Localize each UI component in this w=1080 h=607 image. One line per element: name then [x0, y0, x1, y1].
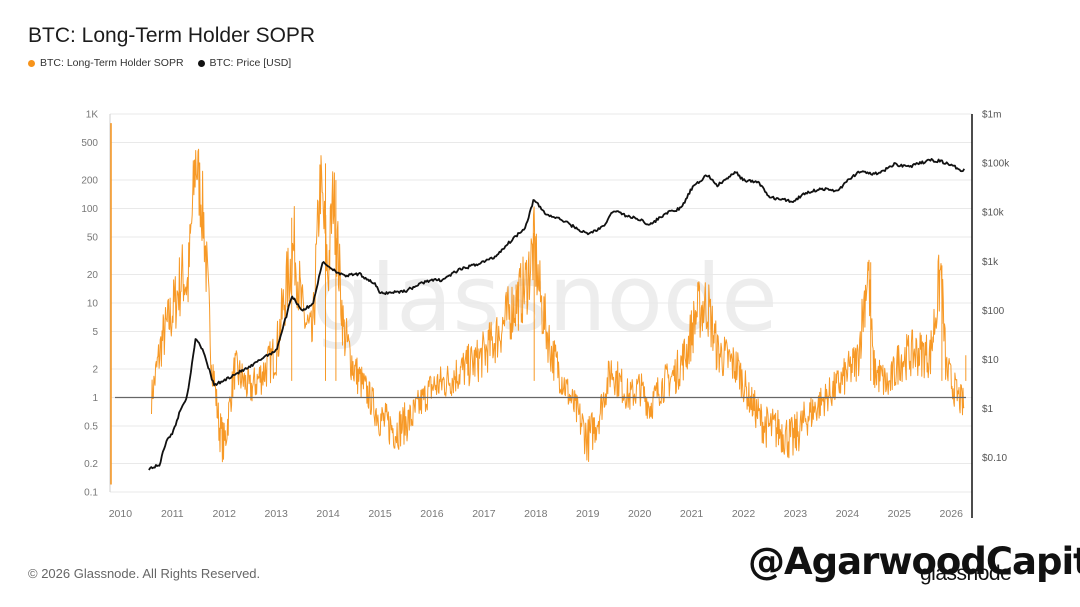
right-tick-label: $100 [982, 306, 1005, 317]
left-tick-label: 50 [87, 232, 99, 243]
x-tick-label: 2026 [940, 508, 964, 520]
left-tick-label: 5 [92, 327, 98, 338]
legend-price-label: BTC: Price [USD] [209, 57, 292, 69]
right-tick-label: $1 [982, 404, 994, 415]
x-tick-label: 2013 [264, 508, 288, 520]
left-tick-label: 1K [86, 110, 99, 121]
right-tick-label: $1m [982, 110, 1001, 121]
x-tick-label: 2018 [524, 508, 548, 520]
agarwood-overlay-text: @AgarwoodCapital [748, 540, 1080, 583]
legend-sopr-label: BTC: Long-Term Holder SOPR [40, 57, 184, 69]
x-tick-label: 2022 [732, 508, 756, 520]
right-tick-label: $0.10 [982, 453, 1007, 464]
x-tick-label: 2012 [213, 508, 237, 520]
left-tick-label: 2 [92, 365, 98, 376]
series-price-line [148, 158, 965, 471]
x-tick-label: 2020 [628, 508, 652, 520]
x-tick-label: 2024 [836, 508, 860, 520]
x-tick-label: 2016 [420, 508, 444, 520]
left-tick-label: 0.1 [84, 488, 98, 499]
x-tick-label: 2023 [784, 508, 808, 520]
x-tick-label: 2021 [680, 508, 704, 520]
x-tick-label: 2010 [109, 508, 133, 520]
copyright-notice: © 2026 Glassnode. All Rights Reserved. [28, 566, 261, 581]
left-tick-label: 1 [92, 393, 98, 404]
left-tick-label: 500 [81, 138, 98, 149]
glassnode-brand: glassnode [920, 562, 1012, 585]
right-tick-label: $100k [982, 159, 1010, 170]
x-tick-label: 2011 [161, 508, 184, 520]
right-tick-label: $1k [982, 257, 999, 268]
x-tick-label: 2017 [472, 508, 496, 520]
legend-price-swatch [197, 59, 205, 67]
right-tick-label: $10 [982, 355, 999, 366]
chart-legend: BTC: Long-Term Holder SOPR BTC: Price [U… [28, 57, 291, 69]
x-tick-label: 2019 [576, 508, 600, 520]
legend-item-price[interactable]: BTC: Price [USD] [197, 57, 292, 69]
chart-title: BTC: Long-Term Holder SOPR [28, 24, 316, 47]
right-tick-label: $10k [982, 208, 1005, 219]
legend-item-sopr[interactable]: BTC: Long-Term Holder SOPR [28, 57, 184, 69]
left-tick-label: 20 [87, 270, 99, 281]
left-tick-label: 0.5 [84, 421, 98, 432]
legend-sopr-swatch [28, 59, 35, 67]
x-tick-label: 2015 [368, 508, 392, 520]
left-tick-label: 200 [81, 176, 98, 187]
left-tick-label: 10 [87, 299, 99, 310]
left-tick-label: 100 [81, 204, 98, 215]
x-tick-label: 2025 [888, 508, 912, 520]
x-tick-label: 2014 [316, 508, 340, 520]
left-tick-label: 0.2 [84, 459, 98, 470]
